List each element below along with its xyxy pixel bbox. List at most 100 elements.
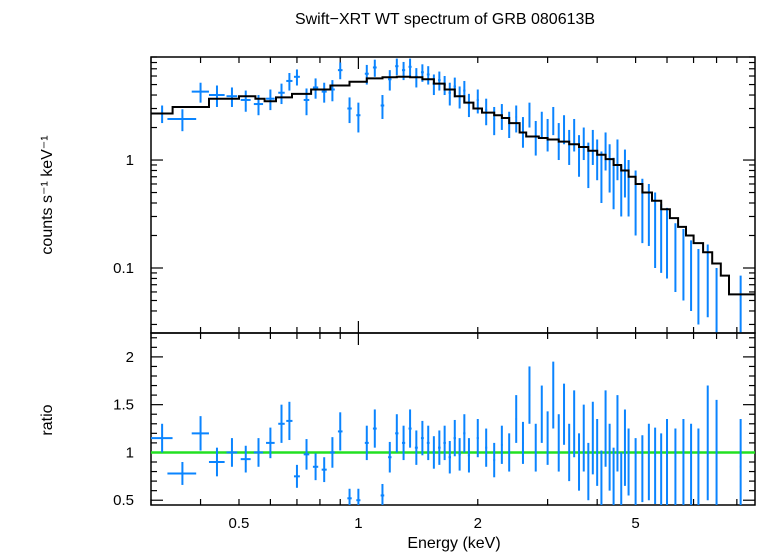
data-point (573, 118, 576, 152)
data-point (395, 58, 399, 76)
data-point (534, 120, 537, 156)
ratio-point (380, 483, 385, 505)
ratio-point (467, 438, 471, 473)
data-point (426, 66, 430, 85)
ratio-point (591, 401, 594, 475)
ratio-point (303, 439, 310, 470)
data-point (552, 106, 555, 136)
y-tick-label: 0.1 (113, 260, 134, 277)
ratio-point (485, 428, 488, 467)
data-point (515, 105, 518, 133)
data-point (674, 223, 677, 292)
ratio-point (395, 414, 399, 453)
model-curve (151, 75, 755, 296)
ratio-point (634, 438, 637, 505)
spectrum-panel: 0.1 1 counts s⁻¹ keV⁻¹ (39, 56, 756, 334)
data-point (568, 129, 571, 165)
data-point (372, 59, 377, 77)
data-point (476, 89, 479, 114)
data-point (706, 244, 709, 318)
data-point (388, 70, 392, 91)
data-point (408, 58, 412, 77)
data-point (620, 164, 623, 217)
data-point (627, 160, 630, 217)
ratio-point (278, 404, 285, 443)
data-point (540, 111, 543, 138)
ratio-point (347, 488, 352, 505)
ratio-point (546, 411, 549, 465)
ratio-point (604, 390, 607, 467)
ratio-point (443, 425, 446, 461)
data-point (167, 109, 197, 132)
ratio-point (240, 445, 251, 473)
x-tick-label: 0.5 (229, 515, 250, 532)
ratio-point (582, 404, 585, 472)
ratio-point (500, 425, 503, 464)
ratio-point (534, 423, 537, 472)
data-point (739, 275, 742, 333)
ratio-point (226, 438, 238, 467)
ratio-point (620, 452, 623, 505)
y-tick-label: 2 (126, 349, 134, 366)
data-point (347, 97, 352, 124)
ratio-point (493, 442, 496, 478)
ratio-point (266, 427, 275, 459)
ratio-point (337, 412, 343, 451)
data-point (715, 267, 718, 333)
y-tick-label: 1 (126, 444, 134, 461)
data-point (604, 132, 607, 171)
ratio-point (552, 361, 555, 429)
ratio-point (666, 419, 669, 505)
ratio-point (286, 401, 293, 441)
chart-title: Swift−XRT WT spectrum of GRB 080613B (295, 11, 595, 28)
ratio-point (674, 428, 677, 505)
ratio-point (521, 421, 524, 464)
x-tick-label: 5 (631, 515, 639, 532)
ratio-point (329, 437, 335, 468)
ratio-point (167, 462, 197, 485)
y-axis-label-ratio: ratio (39, 404, 56, 435)
data-point (612, 157, 615, 210)
ratio-point (706, 385, 709, 501)
data-point (623, 149, 626, 198)
data-point (278, 83, 285, 105)
data-point (448, 82, 451, 106)
data-point (600, 151, 603, 203)
data-point (508, 111, 511, 138)
ratio-point (660, 433, 663, 505)
ratio-point (739, 419, 742, 505)
data-point (654, 192, 657, 268)
ratio-point (557, 414, 560, 472)
data-point (647, 183, 650, 246)
y-tick-label: 0.5 (113, 492, 134, 509)
data-point (438, 71, 441, 91)
ratio-point (528, 366, 531, 424)
data-point (697, 248, 700, 325)
ratio-point (453, 419, 456, 457)
ratio-point (458, 438, 461, 471)
data-point (666, 207, 669, 279)
ratio-point (364, 425, 369, 461)
ratio-point (515, 395, 518, 443)
data-point (337, 62, 343, 80)
data-point (191, 82, 209, 103)
ratio-point (568, 423, 571, 482)
data-point (493, 106, 496, 136)
ratio-point (372, 409, 377, 448)
ratio-point (420, 420, 424, 456)
ratio-point (426, 425, 430, 461)
ratio-point (208, 447, 225, 477)
ratio-point (253, 438, 264, 467)
data-point (380, 95, 385, 119)
data-point (286, 72, 293, 91)
data-point (682, 228, 685, 301)
ratio-point (715, 399, 718, 505)
data-point (616, 139, 619, 181)
ratio-panel: 0.5 1 2 5 0.5 1 1.5 2 ratio Energy (keV) (39, 332, 756, 552)
ratio-point (448, 440, 451, 474)
data-point (608, 144, 611, 193)
data-point (578, 135, 581, 177)
y-axis-label-counts: counts s⁻¹ keV⁻¹ (39, 135, 56, 254)
ratio-point (191, 416, 209, 451)
